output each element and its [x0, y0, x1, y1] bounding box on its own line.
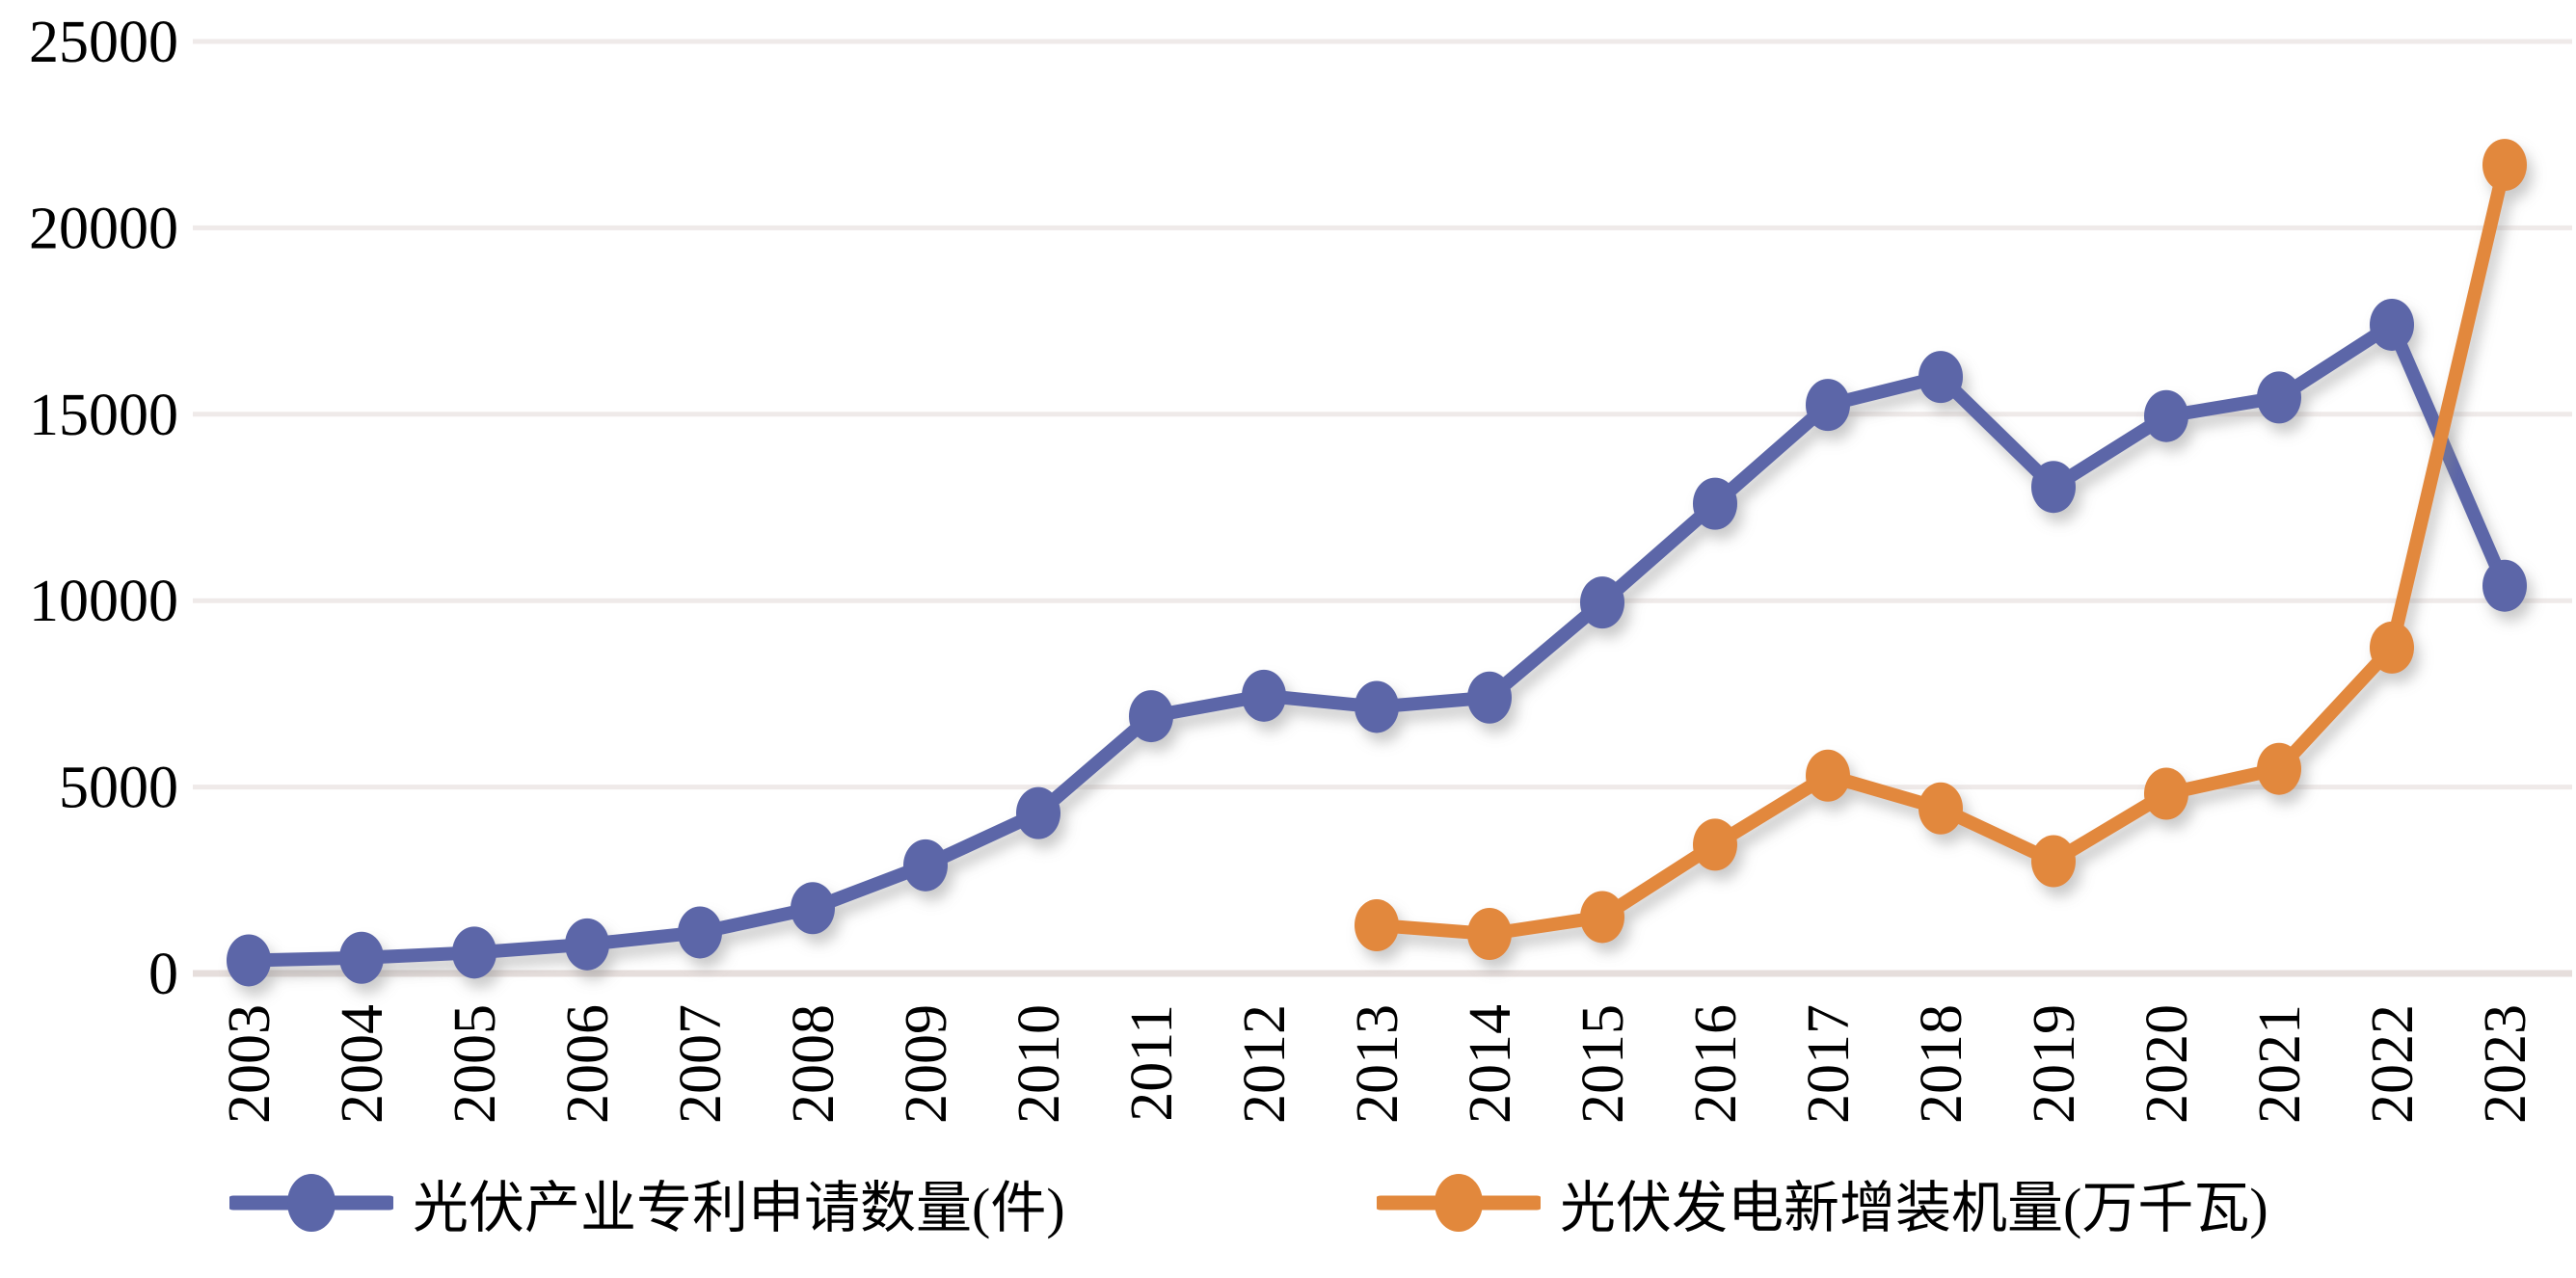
y-tick-label-25000: 25000 [29, 10, 178, 75]
legend-marker-orange-icon [1377, 1174, 1541, 1232]
data-point-2010-series-patent-applications [1016, 786, 1060, 839]
x-tick-label-2018: 2018 [1909, 1004, 1974, 1124]
x-tick-label-2012: 2012 [1232, 1004, 1298, 1124]
data-point-2014-series-patent-applications [1467, 671, 1512, 724]
y-axis-labels: 0 5000 10000 15000 20000 25000 [29, 10, 178, 1007]
data-point-2014-series-new-installed-capacity [1467, 907, 1512, 960]
data-point-2006-series-patent-applications [565, 918, 609, 971]
legend-label-patent-applications: 光伏产业专利申请数量(件) [413, 1177, 1065, 1239]
x-tick-label-2013: 2013 [1345, 1004, 1410, 1124]
data-point-2021-series-patent-applications [2257, 371, 2301, 424]
data-point-2022-series-new-installed-capacity [2370, 621, 2414, 674]
y-tick-label-5000: 5000 [59, 756, 178, 821]
data-point-2013-series-patent-applications [1355, 680, 1399, 733]
x-tick-label-2005: 2005 [443, 1004, 508, 1124]
data-point-2005-series-patent-applications [452, 926, 496, 979]
data-point-2008-series-patent-applications [791, 882, 835, 935]
y-tick-label-10000: 10000 [29, 569, 178, 634]
data-point-2013-series-new-installed-capacity [1355, 899, 1399, 952]
data-point-2009-series-patent-applications [903, 839, 948, 892]
x-tick-label-2009: 2009 [894, 1004, 959, 1124]
x-tick-label-2008: 2008 [781, 1004, 846, 1124]
data-point-2003-series-patent-applications [227, 934, 271, 987]
x-tick-label-2010: 2010 [1006, 1004, 1072, 1124]
data-point-2022-series-patent-applications [2370, 298, 2414, 351]
data-point-2017-series-new-installed-capacity [1806, 749, 1850, 802]
x-tick-label-2016: 2016 [1683, 1004, 1749, 1124]
data-point-2018-series-patent-applications [1919, 351, 1963, 404]
data-point-2016-series-new-installed-capacity [1693, 818, 1737, 871]
x-tick-label-2007: 2007 [668, 1004, 734, 1124]
legend-marker-blue-icon [229, 1174, 393, 1232]
series-new-installed-capacity [1355, 139, 2527, 960]
legend-item-new-installed-capacity: 光伏发电新增装机量(万千瓦) [1377, 1162, 2268, 1243]
data-point-2023-series-patent-applications [2482, 559, 2527, 612]
legend-label-new-installed-capacity: 光伏发电新增装机量(万千瓦) [1560, 1177, 2268, 1239]
x-tick-label-2011: 2011 [1119, 1004, 1185, 1122]
data-point-2015-series-new-installed-capacity [1580, 891, 1624, 944]
data-point-2017-series-patent-applications [1806, 379, 1850, 432]
data-point-2007-series-patent-applications [678, 906, 722, 959]
data-point-2019-series-new-installed-capacity [2031, 835, 2076, 888]
gridlines [193, 39, 2572, 977]
y-tick-label-20000: 20000 [29, 196, 178, 261]
data-point-2012-series-patent-applications [1242, 669, 1286, 722]
data-point-2021-series-new-installed-capacity [2257, 742, 2301, 795]
x-tick-label-2003: 2003 [217, 1004, 282, 1124]
legend-item-patent-applications: 光伏产业专利申请数量(件) [229, 1162, 1065, 1243]
x-tick-label-2015: 2015 [1570, 1004, 1636, 1124]
y-tick-label-0: 0 [148, 942, 178, 1007]
x-tick-label-2004: 2004 [330, 1004, 395, 1124]
data-point-2011-series-patent-applications [1129, 690, 1173, 743]
data-point-2023-series-new-installed-capacity [2482, 139, 2527, 192]
data-point-2019-series-patent-applications [2031, 461, 2076, 514]
x-tick-label-2021: 2021 [2247, 1004, 2313, 1124]
series-patent-applications [227, 298, 2527, 987]
data-point-2015-series-patent-applications [1580, 576, 1624, 629]
x-tick-label-2022: 2022 [2360, 1004, 2426, 1124]
x-tick-label-2019: 2019 [2022, 1004, 2087, 1124]
x-tick-label-2017: 2017 [1796, 1004, 1862, 1124]
x-tick-label-2006: 2006 [555, 1004, 621, 1124]
data-point-2004-series-patent-applications [339, 931, 384, 984]
x-axis-labels: 2003 2004 2005 2006 2007 2008 2009 2010 2011 2012… [217, 1004, 2538, 1124]
x-tick-label-2020: 2020 [2134, 1004, 2200, 1124]
x-tick-label-2014: 2014 [1458, 1004, 1523, 1124]
y-tick-label-15000: 15000 [29, 383, 178, 448]
data-point-2016-series-patent-applications [1693, 477, 1737, 530]
data-point-2020-series-new-installed-capacity [2144, 767, 2188, 820]
data-point-2018-series-new-installed-capacity [1919, 782, 1963, 835]
data-point-2020-series-patent-applications [2144, 389, 2188, 442]
x-tick-label-2023: 2023 [2473, 1004, 2538, 1124]
